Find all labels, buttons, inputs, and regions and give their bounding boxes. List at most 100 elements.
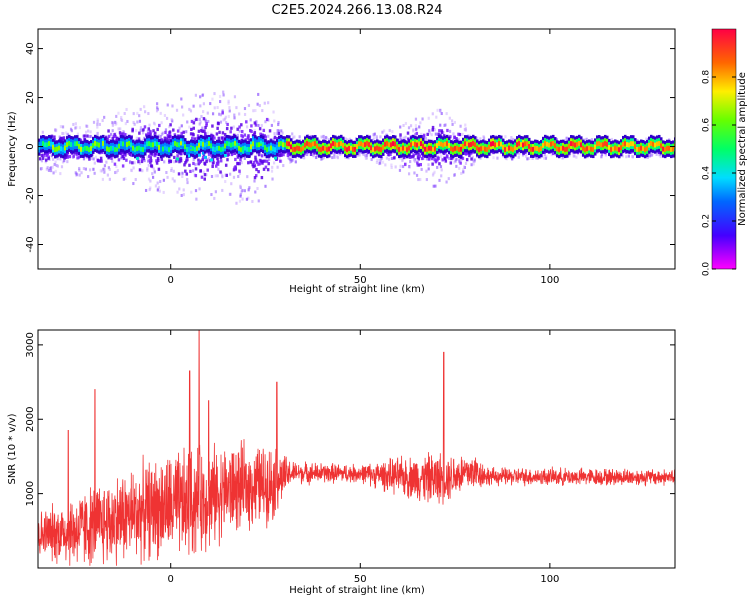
heatmap-cell [118, 131, 122, 135]
heatmap-cell [378, 158, 381, 162]
heatmap-cell [257, 170, 260, 174]
heatmap-cell [218, 94, 222, 98]
heatmap-cell [384, 163, 387, 167]
heatmap-cell [224, 153, 227, 157]
heatmap-cell [128, 152, 132, 157]
heatmap-cell [594, 144, 597, 150]
heatmap-cell [265, 117, 269, 122]
heatmap-cell [361, 152, 365, 156]
heatmap-cell [636, 146, 639, 152]
heatmap-cell [436, 143, 439, 149]
heatmap-cell [375, 135, 378, 139]
heatmap-cell [124, 177, 127, 181]
heatmap-cell [132, 166, 135, 170]
heatmap-cell [191, 169, 195, 173]
heatmap-cell [286, 141, 289, 147]
heatmap-cell [107, 166, 110, 170]
heatmap-cell [88, 168, 92, 172]
heatmap-cell [211, 164, 214, 169]
heatmap-cell [409, 124, 413, 128]
heatmap-cell [576, 141, 579, 147]
bottom-y-axis-label: SNR (10 * v/v) [7, 413, 18, 484]
heatmap-cell [374, 146, 377, 152]
heatmap-cell [201, 93, 204, 97]
heatmap-cell [164, 130, 167, 135]
heatmap-cell [38, 144, 41, 150]
heatmap-cell [210, 193, 213, 197]
heatmap-cell [155, 161, 159, 165]
heatmap-cell [149, 179, 152, 183]
heatmap-cell [188, 163, 191, 167]
heatmap-cell [122, 156, 126, 161]
heatmap-cell [390, 157, 394, 161]
heatmap-cell [131, 161, 134, 165]
heatmap-cell [278, 156, 281, 160]
heatmap-cell [376, 145, 379, 151]
heatmap-cell [130, 148, 133, 152]
heatmap-cell [398, 168, 402, 172]
heatmap-cell [180, 131, 183, 136]
heatmap-cell [592, 147, 595, 152]
heatmap-cell [194, 93, 197, 97]
heatmap-cell [270, 123, 273, 127]
heatmap-cell [399, 133, 402, 137]
heatmap-cell [263, 159, 266, 163]
heatmap-cell [151, 175, 155, 179]
heatmap-cell [161, 131, 164, 135]
heatmap-cell [440, 168, 443, 172]
heatmap-cell [261, 161, 264, 165]
heatmap-cell [573, 154, 576, 158]
heatmap-cell [96, 125, 99, 129]
top-y-tick-label: 0 [25, 143, 36, 149]
heatmap-cell [365, 156, 368, 160]
heatmap-cell [492, 156, 495, 160]
heatmap-cell [256, 142, 259, 148]
heatmap-cell [241, 197, 244, 201]
heatmap-cell [462, 165, 466, 169]
heatmap-cell [172, 169, 175, 173]
heatmap-cell [655, 152, 658, 156]
heatmap-cell [459, 161, 462, 165]
heatmap-cell [273, 132, 276, 136]
heatmap-cell [219, 100, 222, 104]
colorbar-label: Normalized spectral amplitude [737, 72, 748, 226]
heatmap-cell [372, 147, 375, 153]
heatmap-cell [40, 166, 44, 170]
heatmap-cell [433, 128, 436, 132]
heatmap-cell [117, 127, 120, 131]
heatmap-cell [152, 167, 155, 171]
heatmap-cell [157, 185, 161, 189]
heatmap-cell [126, 119, 129, 123]
heatmap-cell [142, 156, 146, 161]
heatmap-cell [170, 167, 173, 171]
heatmap-cell [150, 142, 153, 148]
heatmap-cell [200, 114, 203, 118]
heatmap-cell [408, 155, 412, 159]
heatmap-cell [194, 147, 197, 153]
heatmap-cell [572, 154, 575, 158]
heatmap-cell [436, 165, 439, 169]
heatmap-cell [233, 166, 236, 170]
heatmap-cell [89, 134, 92, 138]
heatmap-cell [260, 123, 263, 127]
heatmap-cell [400, 146, 403, 152]
heatmap-cell [214, 174, 217, 178]
heatmap-cell [245, 125, 249, 129]
heatmap-cell [127, 151, 130, 155]
heatmap-cell [427, 167, 430, 171]
colorbar-tick-label: 0.4 [702, 166, 712, 181]
heatmap-cell [138, 168, 142, 172]
heatmap-cell [411, 155, 415, 159]
heatmap-cell [414, 142, 417, 147]
heatmap-cell [379, 158, 382, 162]
heatmap-cell [313, 151, 316, 155]
heatmap-cell [431, 162, 434, 166]
heatmap-cell [59, 172, 62, 176]
heatmap-cell [72, 154, 75, 158]
heatmap-cell [386, 141, 389, 146]
heatmap-cell [248, 146, 251, 152]
heatmap-cell [272, 161, 276, 165]
heatmap-cell [404, 121, 408, 125]
heatmap-cell [198, 142, 201, 148]
heatmap-cell [217, 167, 220, 171]
